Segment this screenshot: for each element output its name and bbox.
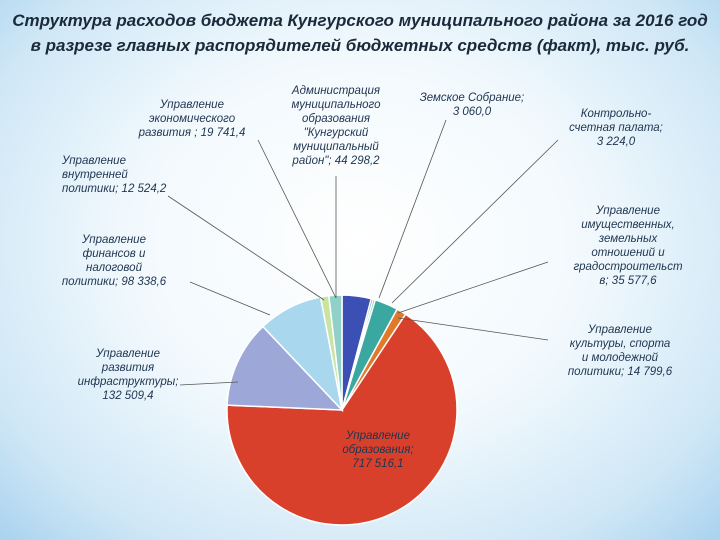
pie-slice [226, 313, 458, 526]
leader-line [378, 119, 447, 299]
slice-label: Контрольно-счетная палата; 3 224,0 [569, 108, 663, 148]
slice-label: Управление финансов и налоговой политики; 9… [62, 234, 167, 288]
slice-label: Управление экономического развития ; 19 74… [138, 99, 246, 139]
leader-line [397, 317, 549, 341]
slice-labels: Администрация муниципального образования "К… [61, 85, 683, 470]
leader-line [257, 139, 337, 299]
slice-label: Управление образования; 717 516,1 [342, 430, 413, 470]
slice-label: Управление развития инфраструктуры; 132 509… [78, 348, 179, 402]
chart-title: Структура расходов бюджета Кунгурского м… [12, 11, 708, 55]
leader-line [397, 261, 549, 314]
slice-label: Администрация муниципального образования "К… [291, 85, 381, 167]
pie-slices [226, 294, 458, 526]
leader-line [167, 195, 325, 301]
pie-slice [226, 325, 344, 411]
pie-slice [328, 294, 343, 411]
leader-line [179, 381, 239, 386]
slice-label: Управление имущественных, земельных отношен… [573, 205, 682, 287]
leader-line [391, 139, 559, 304]
slice-label: Земское Собрание; 3 060,0 [420, 92, 525, 118]
slice-label: Управление культуры, спорта и молодежной по… [568, 324, 673, 378]
leader-lines [167, 119, 559, 386]
slice-label: Управление внутренней политики; 12 524,2 [61, 155, 167, 195]
leader-line [189, 281, 271, 316]
